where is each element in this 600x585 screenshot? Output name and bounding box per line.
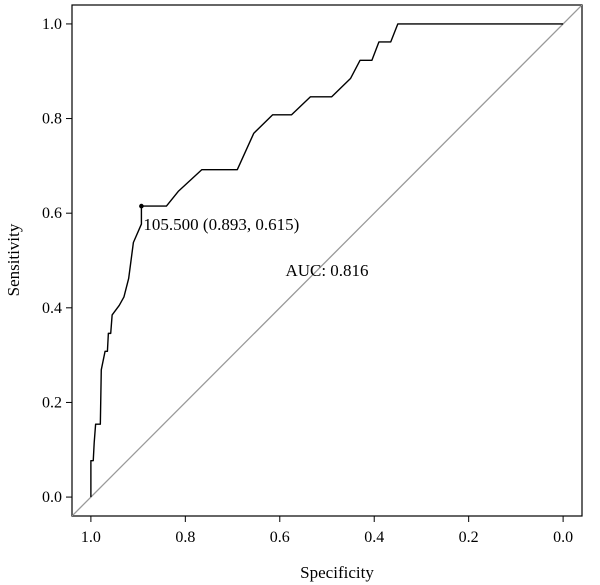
y-tick-label: 0.2 [42, 394, 62, 411]
threshold-annotation: 105.500 (0.893, 0.615) [143, 215, 299, 234]
y-tick-label: 0.0 [42, 489, 62, 506]
reference-diagonal-line [72, 5, 582, 516]
y-axis-title: Sensitivity [4, 223, 23, 296]
x-tick-label: 1.0 [81, 529, 101, 546]
threshold-point [139, 203, 144, 209]
x-tick-label: 0.4 [364, 529, 384, 546]
axis-ticks: 1.0 0.8 0.6 0.4 0.2 0.0 0.0 0.2 0.4 0.6 0.8 1.0 [42, 16, 573, 546]
x-tick-label: 0.6 [270, 529, 290, 546]
roc-curve-line [90, 23, 564, 498]
y-tick-label: 0.4 [42, 300, 62, 317]
series-lines [72, 5, 582, 516]
x-tick-label: 0.0 [553, 529, 573, 546]
y-tick-label: 0.8 [42, 111, 62, 128]
y-tick-label: 1.0 [42, 16, 62, 33]
x-tick-label: 0.2 [459, 529, 479, 546]
x-tick-label: 0.8 [175, 529, 195, 546]
y-tick-label: 0.6 [42, 205, 62, 222]
plot-frame [71, 4, 583, 517]
chart-marks: 105.500 (0.893, 0.615) AUC: 0.816 [139, 203, 369, 280]
x-axis-title: Specificity [300, 563, 374, 582]
auc-annotation: AUC: 0.816 [285, 261, 368, 280]
